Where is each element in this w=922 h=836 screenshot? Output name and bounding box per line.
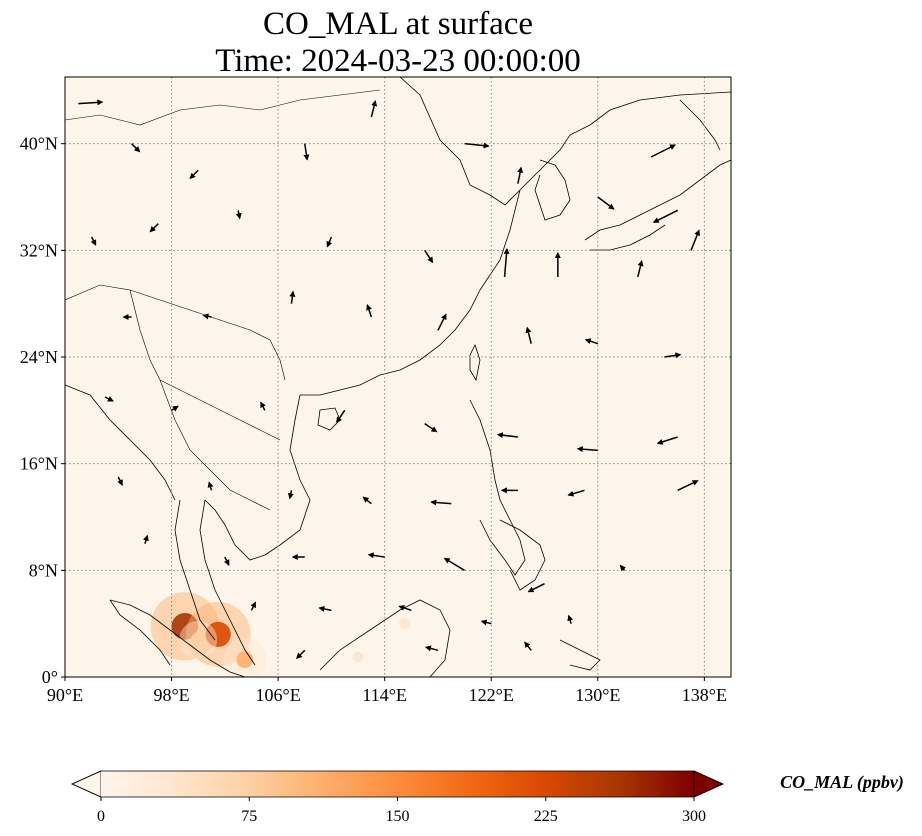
map-panel: 90°E 98°E 106°E 114°E 122°E 130°E 138°E 0° 8°N 1… (20, 76, 732, 705)
wind-arrow (289, 290, 296, 304)
lat-tick-labels: 0° 8°N 16°N 24°N 32°N 40°N (20, 134, 65, 687)
lat-tick-label: 24°N (20, 347, 58, 367)
colorbar-extend-max (693, 770, 724, 798)
wind-arrow (189, 169, 199, 180)
wind-arrow (524, 641, 532, 651)
wind-arrow (260, 401, 266, 411)
wind-arrow (117, 476, 123, 486)
wind-arrow (370, 100, 378, 118)
colorbar-tick-label: 0 (97, 808, 105, 825)
title-line2: Time: 2024-03-23 00:00:00 (215, 43, 580, 79)
wind-arrow (503, 248, 510, 278)
lon-tick-label: 106°E (256, 685, 301, 705)
wind-arrow (171, 405, 179, 412)
wind-vector-layer (78, 99, 700, 660)
wind-arrow (619, 564, 626, 572)
wind-arrow (525, 326, 532, 344)
map-frame (64, 76, 732, 678)
wind-arrow (398, 605, 412, 612)
wind-arrow (149, 223, 159, 233)
wind-arrow (480, 619, 492, 626)
co-hotspot (236, 651, 254, 669)
wind-arrow (584, 338, 599, 345)
co-hotspot (205, 621, 231, 647)
lat-tick-label: 40°N (20, 134, 58, 154)
colorbar-body (101, 771, 694, 797)
lat-tick-label: 8°N (29, 560, 58, 580)
wind-arrow (131, 143, 141, 153)
wind-arrow (650, 144, 676, 158)
lon-tick-label: 114°E (362, 685, 407, 705)
wind-arrow (223, 556, 230, 566)
wind-arrow (90, 236, 97, 246)
wind-arrow (496, 432, 518, 439)
wind-arrow (677, 480, 699, 492)
wind-arrow (296, 649, 306, 660)
wind-arrow (326, 236, 333, 248)
wind-arrow (104, 396, 114, 402)
wind-arrow (207, 481, 214, 491)
wind-arrow (287, 490, 294, 500)
lon-tick-label: 130°E (575, 685, 620, 705)
lon-tick-label: 122°E (469, 685, 514, 705)
wind-arrow (424, 423, 438, 433)
co-hotspot (171, 613, 199, 640)
title-line1: CO_MAL at surface (263, 6, 533, 42)
wind-arrow (690, 229, 700, 251)
colorbar: 0 75 150 225 300 CO_MAL (ppbv) (71, 770, 904, 825)
wind-arrow (443, 557, 465, 571)
colorbar-ticks: 0 75 150 225 300 (97, 797, 706, 825)
gridlines (65, 77, 731, 677)
colorbar-label: CO_MAL (ppbv) (780, 772, 904, 793)
lon-tick-label: 138°E (682, 685, 727, 705)
wind-arrow (424, 645, 439, 652)
lat-tick-label: 16°N (20, 454, 58, 474)
wind-arrow (567, 489, 585, 497)
wind-arrow (250, 601, 257, 611)
wind-arrow (318, 605, 332, 612)
colorbar-tick-label: 150 (386, 808, 410, 825)
wind-arrow (637, 260, 644, 278)
wind-arrow (656, 436, 678, 445)
co-hotspot (352, 651, 364, 663)
wind-arrow (464, 142, 490, 149)
wind-arrow (366, 304, 373, 318)
lon-tick-labels: 90°E 98°E 106°E 114°E 122°E 130°E 138°E (47, 677, 727, 705)
wind-arrow (437, 313, 447, 331)
lat-tick-label: 0° (42, 667, 58, 687)
co-hotspot (399, 618, 411, 630)
map-background (65, 77, 731, 677)
wind-arrow (367, 552, 385, 559)
wind-arrow (652, 209, 679, 224)
colorbar-tick-label: 75 (241, 808, 257, 825)
wind-arrow (576, 446, 598, 453)
wind-arrow (567, 614, 574, 624)
wind-arrow (78, 99, 104, 106)
wind-arrow (424, 249, 434, 264)
colorbar-extend-min (71, 770, 102, 798)
wind-arrow (597, 196, 615, 210)
colorbar-tick-label: 225 (534, 808, 558, 825)
coastlines (65, 77, 731, 677)
wind-arrow (143, 534, 149, 544)
wind-arrow (362, 496, 372, 505)
wind-arrow (202, 313, 212, 320)
wind-arrow (527, 582, 545, 593)
wind-arrow (517, 166, 524, 184)
wind-arrow (430, 499, 452, 506)
lat-tick-label: 32°N (20, 240, 58, 260)
colorbar-tick-label: 300 (682, 808, 706, 825)
wind-arrow (235, 210, 242, 220)
co-hotspot (190, 632, 206, 648)
lon-tick-label: 98°E (153, 685, 189, 705)
wind-arrow (303, 143, 310, 161)
wind-arrow (336, 409, 346, 424)
lon-tick-label: 90°E (47, 685, 83, 705)
wind-arrow (664, 352, 682, 359)
